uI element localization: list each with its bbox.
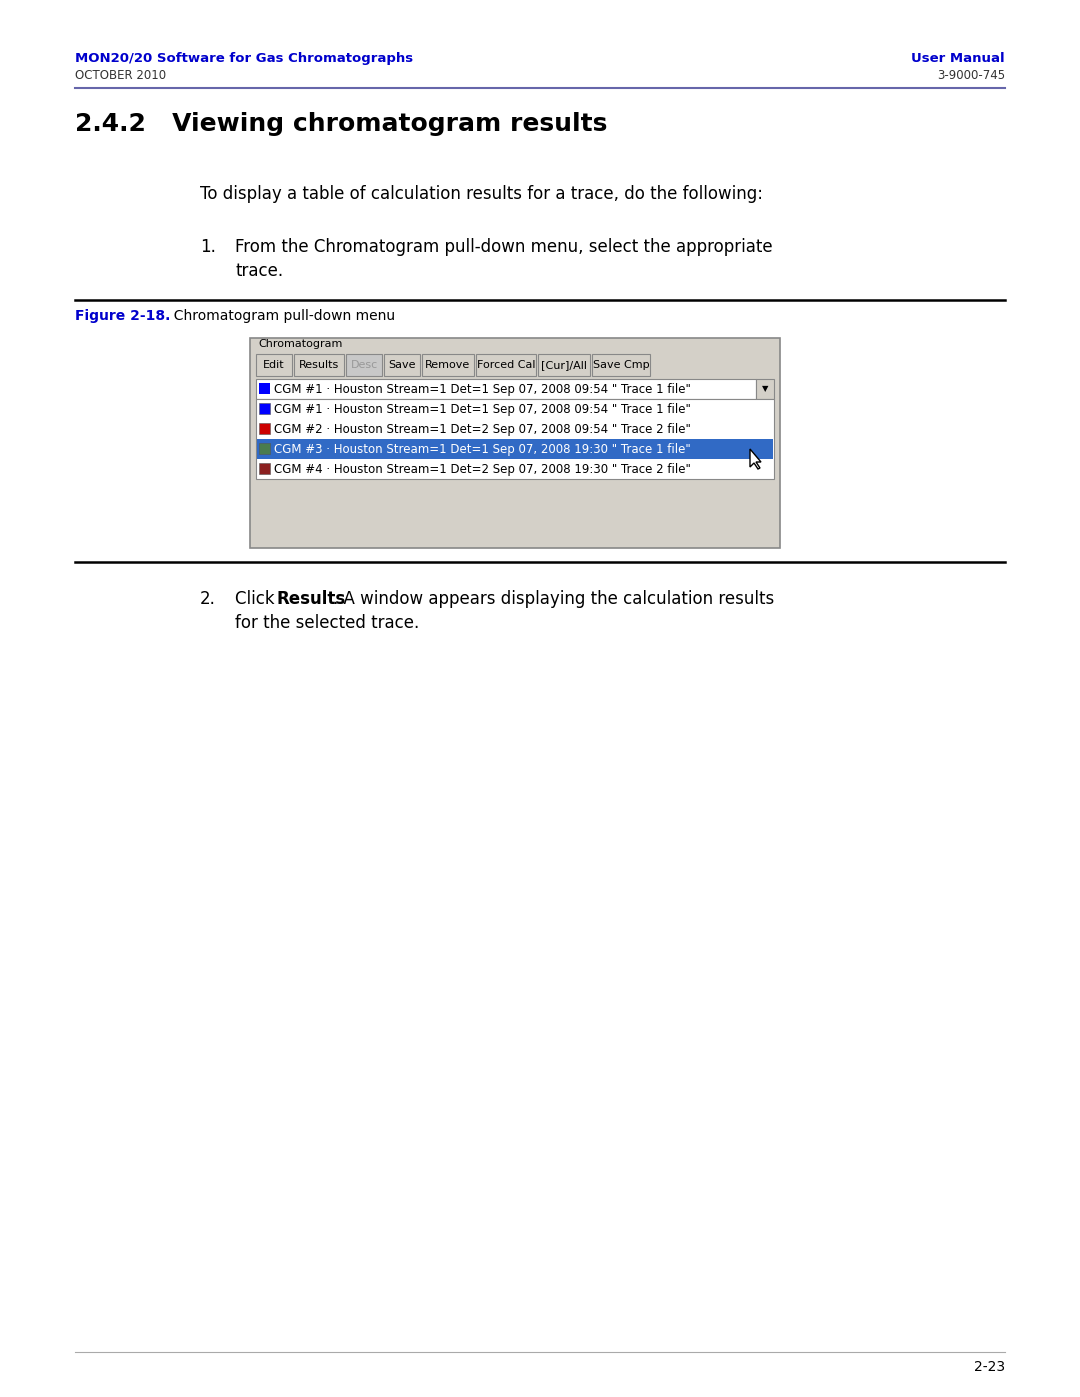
Text: for the selected trace.: for the selected trace.: [235, 615, 419, 631]
Text: Figure 2-18.: Figure 2-18.: [75, 309, 171, 323]
Text: CGM #3 · Houston Stream=1 Det=1 Sep 07, 2008 19:30 " Trace 1 file": CGM #3 · Houston Stream=1 Det=1 Sep 07, …: [274, 443, 691, 455]
Bar: [259, 462, 270, 474]
FancyBboxPatch shape: [249, 338, 780, 548]
Text: CGM #1 · Houston Stream=1 Det=1 Sep 07, 2008 09:54 " Trace 1 file": CGM #1 · Houston Stream=1 Det=1 Sep 07, …: [274, 383, 691, 395]
Bar: [384, 353, 420, 376]
Bar: [756, 379, 774, 400]
Bar: [256, 400, 774, 479]
Text: ▼: ▼: [761, 384, 768, 394]
Bar: [259, 383, 270, 394]
Bar: [294, 353, 345, 376]
Bar: [422, 353, 474, 376]
Text: CGM #2 · Houston Stream=1 Det=2 Sep 07, 2008 09:54 " Trace 2 file": CGM #2 · Houston Stream=1 Det=2 Sep 07, …: [274, 422, 691, 436]
Text: 2.4.2   Viewing chromatogram results: 2.4.2 Viewing chromatogram results: [75, 112, 607, 136]
Text: From the Chromatogram pull-down menu, select the appropriate: From the Chromatogram pull-down menu, se…: [235, 237, 772, 256]
Text: Results: Results: [276, 590, 347, 608]
Bar: [592, 353, 650, 376]
Bar: [257, 439, 773, 460]
Text: [Cur]/All: [Cur]/All: [541, 360, 588, 370]
Text: Chromatogram pull-down menu: Chromatogram pull-down menu: [165, 309, 395, 323]
Text: Chromatogram: Chromatogram: [258, 339, 342, 349]
Text: Results: Results: [299, 360, 339, 370]
Text: Save: Save: [388, 360, 416, 370]
Text: Click: Click: [235, 590, 280, 608]
Text: . A window appears displaying the calculation results: . A window appears displaying the calcul…: [333, 590, 774, 608]
Bar: [346, 353, 382, 376]
Text: MON20/20 Software for Gas Chromatographs: MON20/20 Software for Gas Chromatographs: [75, 52, 414, 66]
Text: To display a table of calculation results for a trace, do the following:: To display a table of calculation result…: [200, 184, 762, 203]
Bar: [256, 379, 756, 400]
Text: OCTOBER 2010: OCTOBER 2010: [75, 68, 166, 82]
Text: Save Cmp: Save Cmp: [593, 360, 649, 370]
Text: Edit: Edit: [264, 360, 285, 370]
Bar: [476, 353, 536, 376]
Bar: [256, 353, 292, 376]
Text: Forced Cal: Forced Cal: [476, 360, 536, 370]
Bar: [538, 353, 590, 376]
Text: CGM #1 · Houston Stream=1 Det=1 Sep 07, 2008 09:54 " Trace 1 file": CGM #1 · Houston Stream=1 Det=1 Sep 07, …: [274, 402, 691, 415]
Text: trace.: trace.: [235, 263, 283, 279]
Text: Desc: Desc: [350, 360, 378, 370]
Text: 2-23: 2-23: [974, 1361, 1005, 1375]
Text: CGM #4 · Houston Stream=1 Det=2 Sep 07, 2008 19:30 " Trace 2 file": CGM #4 · Houston Stream=1 Det=2 Sep 07, …: [274, 462, 691, 475]
Text: Remove: Remove: [426, 360, 471, 370]
Text: 2.: 2.: [200, 590, 216, 608]
Text: 1.: 1.: [200, 237, 216, 256]
Bar: [259, 423, 270, 434]
Polygon shape: [750, 448, 761, 469]
Text: User Manual: User Manual: [912, 52, 1005, 66]
Bar: [259, 443, 270, 454]
Bar: [259, 402, 270, 414]
Text: 3-9000-745: 3-9000-745: [936, 68, 1005, 82]
